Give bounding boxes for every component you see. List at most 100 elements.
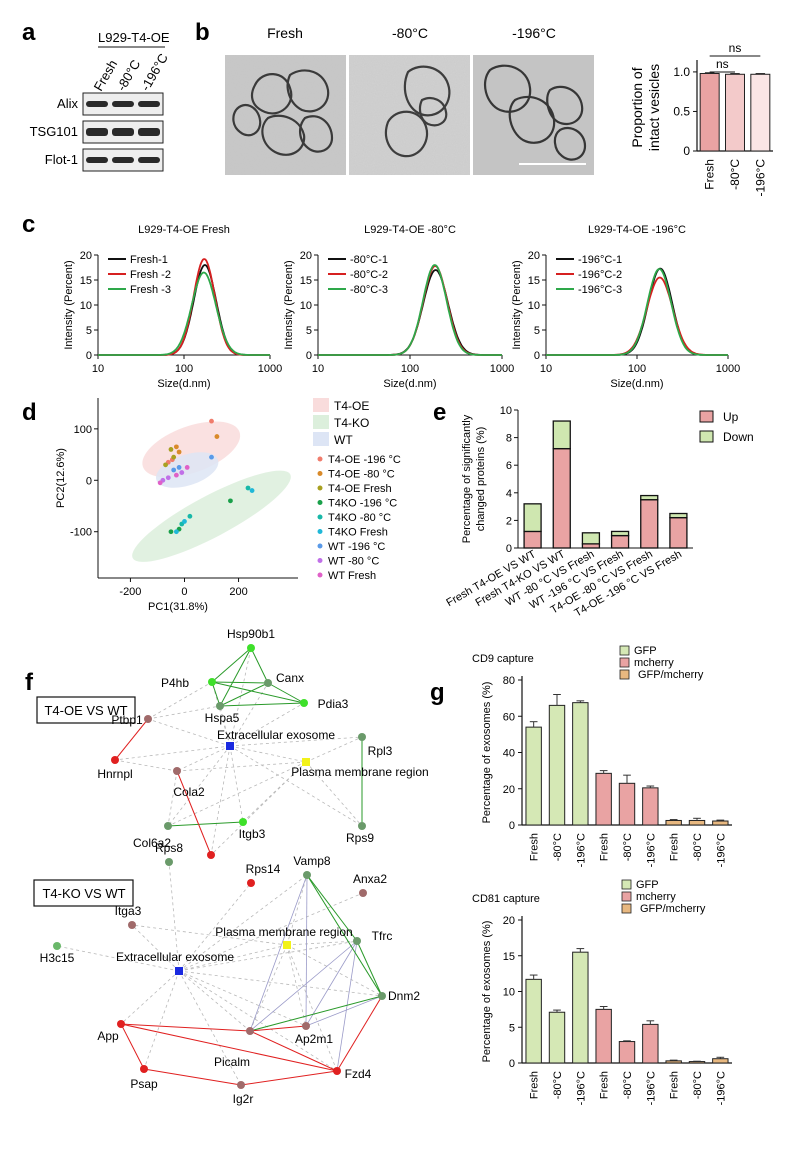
network-node	[173, 767, 181, 775]
network-node-label: Hnrnpl	[97, 767, 132, 781]
x-tick-label: 100	[401, 363, 419, 375]
tem-image-title: -80°C	[392, 25, 428, 41]
chart-title: CD81 capture	[472, 893, 540, 905]
network-title-box	[33, 879, 134, 907]
significance-label: ns	[729, 41, 742, 55]
x-tick-label: Fresh	[529, 1071, 541, 1099]
y-tick-label: 80	[503, 675, 515, 687]
network-node	[117, 1020, 125, 1028]
chart-title: CD9 capture	[472, 653, 534, 665]
network-node	[358, 733, 366, 741]
tem-image-title: -196°C	[512, 25, 556, 41]
y-tick-label: 1.0	[673, 65, 690, 79]
blot-marker-label: Flot-1	[45, 152, 78, 167]
x-tick-label: -196°C	[575, 1071, 587, 1105]
scatter-point	[187, 513, 193, 519]
dls-chart-minus196: L929-T4-OE -196°C 0 5 10 15 20 10 100 1000 Size(d…	[511, 224, 740, 390]
x-axis-label: PC1(31.8%)	[148, 601, 208, 613]
legend-label: T4KO -80 °C	[328, 512, 391, 524]
network-node	[303, 871, 311, 879]
network-node	[302, 1022, 310, 1030]
dls-chart-minus80: L929-T4-OE -80°C 0 5 10 15 20 10 100 1000 Size(d.…	[283, 224, 514, 390]
scatter-point	[163, 462, 168, 468]
y-tick-label: 0	[86, 350, 92, 362]
x-tick-label: Fresh	[529, 833, 541, 861]
legend-swatch	[619, 645, 630, 656]
network-node-label: Ig2r	[233, 1092, 254, 1106]
bar	[712, 820, 729, 826]
network-node	[208, 678, 216, 686]
stacked-bar-segment	[581, 532, 601, 545]
bar	[665, 1060, 682, 1064]
stacked-bar-segment	[640, 499, 659, 549]
scatter-point	[168, 529, 174, 535]
network-node-label: Psap	[130, 1077, 158, 1091]
stacked-bar-segment	[610, 530, 630, 537]
network-node	[358, 822, 366, 830]
x-tick-label: -80°C	[692, 833, 704, 861]
legend-marker	[317, 558, 323, 563]
network-node	[140, 1065, 148, 1073]
scatter-point	[173, 444, 179, 450]
bar	[618, 1041, 636, 1064]
y-tick-label: 10	[500, 405, 512, 417]
legend-label: -196°C-1	[578, 254, 622, 266]
network-node-label: Rps9	[346, 831, 374, 845]
y-tick-label: 20	[528, 250, 540, 262]
x-tick-label: Fresh	[669, 833, 681, 861]
stacked-bar-segment	[669, 516, 688, 549]
x-tick-label: 10	[540, 363, 552, 375]
bar	[712, 1058, 729, 1064]
network-node-label: Itgb3	[239, 827, 266, 841]
legend-label: Fresh-1	[130, 254, 168, 266]
network-node	[247, 879, 255, 887]
y-tick-label: 0	[534, 350, 540, 362]
network-node	[144, 715, 152, 723]
bar	[688, 819, 706, 826]
legend-marker	[317, 572, 323, 578]
panel-letter-g: g	[430, 679, 445, 706]
network-node-label: Dnm2	[388, 989, 420, 1003]
panel-letter-b: b	[195, 19, 210, 46]
y-tick-label: 15	[528, 275, 540, 287]
y-tick-label: 20	[80, 250, 92, 262]
pca-chart: -100 0 100 -200 0 200 PC1(31.8%) PC2(12.6%) T4-O…	[55, 398, 401, 613]
scatter-point	[228, 498, 233, 504]
scatter-point	[182, 519, 187, 524]
scatter-point	[171, 454, 177, 460]
legend-label: Down	[723, 430, 754, 444]
legend-label: T4-OE	[334, 399, 369, 413]
x-tick-label: 10	[92, 363, 104, 375]
x-axis-label: Size(d.nm)	[610, 378, 663, 390]
network-node-label: Tfrc	[372, 929, 393, 943]
y-tick-label: 0	[86, 475, 92, 487]
blot-lane-label: -80°C	[114, 57, 144, 93]
bar	[725, 73, 745, 152]
legend-label: -80°C-1	[350, 254, 388, 266]
y-tick-label: 0.5	[673, 104, 690, 118]
legend-label: Fresh -3	[130, 284, 171, 296]
blot-band	[138, 157, 160, 163]
scatter-point	[176, 465, 182, 470]
network-node	[165, 858, 173, 866]
scatter-point	[214, 434, 220, 439]
x-tick-label: Fresh	[669, 1071, 681, 1099]
x-axis-label: Size(d.nm)	[157, 378, 210, 390]
legend-label: WT -80 °C	[328, 556, 379, 568]
legend-swatch	[621, 879, 632, 890]
y-tick-label: 6	[506, 460, 512, 472]
network-hub-node	[226, 742, 234, 750]
bar	[525, 726, 542, 826]
network-node	[333, 1067, 341, 1075]
x-tick-label: 10	[312, 363, 324, 375]
series-line	[98, 271, 270, 356]
series-line	[98, 264, 270, 356]
blot-band	[138, 101, 160, 107]
x-tick-label: 100	[175, 363, 193, 375]
stacked-bar-segment	[669, 512, 688, 519]
scatter-point	[168, 447, 174, 452]
bar	[750, 73, 771, 152]
legend-label: GFP	[636, 879, 659, 891]
network-node	[216, 702, 224, 710]
panel-letter-a: a	[22, 19, 36, 46]
